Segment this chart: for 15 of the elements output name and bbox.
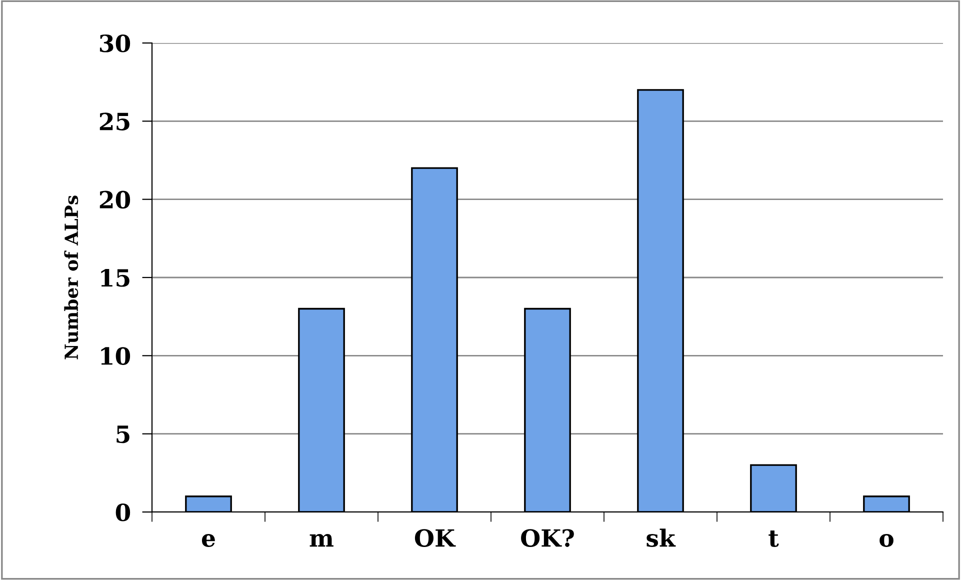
x-tick-label: t (768, 530, 779, 547)
x-tick-label: OK (414, 529, 456, 547)
x-tick-label: sk (646, 528, 676, 547)
y-tick-label: 30 (100, 34, 130, 52)
y-axis-title: Number of ALPs (64, 196, 78, 360)
x-tick-label: o (880, 534, 894, 547)
y-tick-label: 20 (100, 190, 130, 209)
y-tick-label: 5 (116, 426, 130, 444)
y-tick-label: 10 (101, 347, 130, 365)
x-tick-label: e (202, 534, 215, 547)
y-tick-label: 0 (116, 503, 130, 522)
y-tick-label: 25 (100, 112, 130, 130)
y-tick-label: 15 (101, 268, 130, 287)
x-tick-label: m (310, 534, 334, 547)
x-tick-label: OK? (521, 529, 574, 547)
